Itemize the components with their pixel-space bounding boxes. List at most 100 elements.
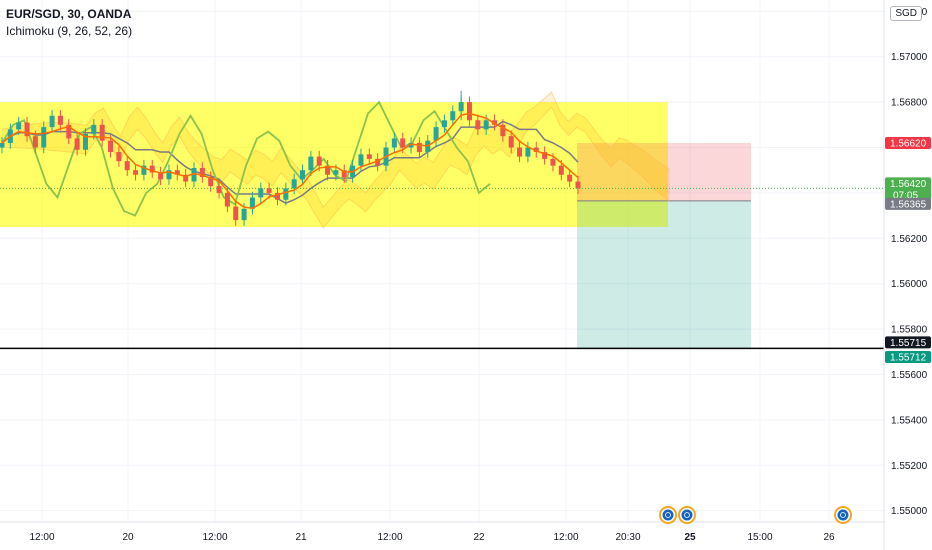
svg-text:1.55715: 1.55715 [890,338,927,349]
symbol-title[interactable]: EUR/SGD, 30, OANDA [6,7,132,21]
tenkan-sen-line [1,112,579,210]
economic-events[interactable] [659,506,852,524]
candle [57,110,63,131]
indicator-label[interactable]: Ichimoku (9, 26, 52, 26) [6,24,133,38]
price-tick-label: 1.57000 [891,52,928,63]
price-label-badge: 1.55715 [885,336,931,349]
candle [116,146,122,167]
candle [0,137,5,154]
candle [433,121,439,147]
price-label-badge: 1.56365 [885,197,931,210]
currency-badge[interactable]: SGD [890,6,922,21]
time-tick-label: 15:00 [747,532,772,543]
price-tick-label: 1.55000 [891,506,928,517]
time-tick-label: 20:30 [615,532,640,543]
candlesticks [0,90,581,226]
candle [249,191,255,215]
candle [233,200,239,226]
candle [308,150,314,176]
candle [450,105,456,126]
price-tick-label: 1.55200 [891,461,928,472]
candle [283,182,289,206]
price-axis[interactable]: 1.572001.570001.568001.562001.560001.558… [891,7,928,517]
candle [300,164,306,185]
time-tick-label: 25 [684,532,696,543]
chart-legend: EUR/SGD, 30, OANDA Ichimoku (9, 26, 52, … [6,6,132,40]
svg-text:1.56620: 1.56620 [890,138,927,149]
candle [567,169,573,188]
candle [158,166,164,185]
candle [391,132,397,154]
senkou-span-a [1,91,671,208]
candle [49,110,55,133]
economic-event-icon[interactable] [659,506,677,524]
candle [492,114,498,131]
time-tick-label: 12:00 [29,532,54,543]
candle [166,164,172,185]
kumo-cloud [2,92,670,229]
time-tick-label: 22 [473,532,485,543]
price-label-badge: 1.56620 [885,136,931,149]
kijun-sen-line [1,120,579,204]
price-tick-label: 1.56800 [891,98,928,109]
chart-grid [0,0,884,522]
candle [475,114,481,136]
candle [216,180,222,199]
candle [416,137,422,158]
price-label-badge: 1.55712 [885,351,931,364]
candle [500,119,506,142]
ichimoku-cloud [1,91,671,229]
svg-text:1.56365: 1.56365 [890,199,927,210]
candle [274,187,280,206]
candle [24,116,30,142]
candle [191,162,197,188]
time-tick-label: 12:00 [377,532,402,543]
candle [41,121,47,154]
candle [174,164,180,181]
senkou-span-b [1,106,671,229]
candle [258,182,264,204]
stop-loss-zone[interactable] [577,142,751,201]
candle [149,160,155,179]
candle [508,130,514,154]
take-profit-zone[interactable] [577,200,751,350]
economic-event-icon[interactable] [678,506,696,524]
candle [66,119,72,145]
candle [575,175,581,195]
candle [141,160,147,181]
candle [542,146,548,165]
candle [325,160,331,181]
candle [74,132,80,156]
candle [525,141,531,163]
candle [366,148,372,165]
price-tick-label: 1.56000 [891,279,928,290]
svg-text:1.56420: 1.56420 [890,179,927,190]
price-tick-label: 1.56200 [891,234,928,245]
time-tick-label: 26 [823,532,835,543]
candle [466,96,472,126]
time-tick-label: 12:00 [202,532,227,543]
candle [341,164,347,183]
price-tick-label: 1.55400 [891,415,928,426]
candle [266,182,272,199]
candle [375,153,381,172]
candle [82,128,88,156]
time-tick-label: 20 [122,532,134,543]
candle [199,162,205,183]
time-axis[interactable]: 12:00 20 12:00 21 12:00 22 12:00 20:30 25 15:00 26 [29,532,835,543]
svg-text:07:05: 07:05 [893,190,918,201]
price-tick-label: 1.55600 [891,370,928,381]
price-tick-label: 1.55800 [891,325,928,336]
time-tick-label: 21 [295,532,307,543]
candle [99,119,105,147]
candle [441,114,447,133]
candle [408,137,414,154]
candle [133,164,139,181]
economic-event-icon[interactable] [834,506,852,524]
candle [183,169,189,188]
svg-text:1.55712: 1.55712 [890,353,927,364]
candle [533,141,539,158]
